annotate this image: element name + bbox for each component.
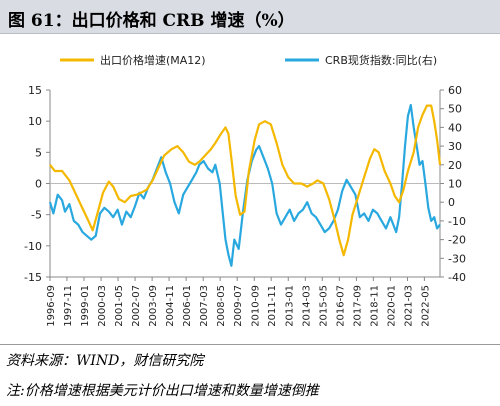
x-tick-label: 2022-05 bbox=[420, 285, 431, 327]
x-tick-label: 2004-11 bbox=[165, 285, 176, 327]
y-right-tick-label: -40 bbox=[448, 271, 466, 284]
series-line-crb bbox=[48, 103, 441, 267]
x-tick-label: 2014-03 bbox=[301, 285, 312, 327]
x-tick-label: 2001-05 bbox=[114, 285, 125, 327]
x-tick-label: 2009-07 bbox=[233, 285, 244, 327]
x-tick-label: 2010-09 bbox=[250, 285, 261, 327]
y-right-tick-label: -10 bbox=[448, 215, 466, 228]
y-left-tick-label: 15 bbox=[28, 84, 42, 97]
y-right-tick-label: -30 bbox=[448, 252, 466, 265]
y-right-tick-label: 40 bbox=[448, 121, 462, 134]
y-right-tick-label: 20 bbox=[448, 159, 462, 172]
y-left-tick-label: -15 bbox=[24, 271, 42, 284]
x-tick-label: 2000-03 bbox=[97, 285, 108, 327]
x-tick-label: 1996-09 bbox=[46, 285, 57, 327]
remark-note: 注:价格增速根据美元计价出口增速和数量增速倒推 bbox=[6, 383, 319, 399]
y-right-tick-label: 10 bbox=[448, 178, 462, 191]
y-left-tick-label: -10 bbox=[24, 240, 42, 253]
series-line-export-price bbox=[49, 104, 442, 257]
legend-label: CRB现货指数:同比(右) bbox=[325, 53, 437, 67]
figure-title: 图 61：出口价格和 CRB 增速（%） bbox=[8, 11, 295, 31]
y-right-tick-label: 30 bbox=[448, 140, 462, 153]
x-tick-label: 1999-01 bbox=[80, 285, 91, 327]
x-tick-label: 2016-07 bbox=[335, 285, 346, 327]
source-note: 资料来源：WIND，财信研究院 bbox=[6, 353, 204, 369]
x-tick-label: 2008-05 bbox=[216, 285, 227, 327]
y-right-tick-label: 60 bbox=[448, 84, 462, 97]
y-left-tick-label: 10 bbox=[28, 115, 42, 128]
x-tick-label: 2021-03 bbox=[403, 285, 414, 327]
y-left-tick-label: -5 bbox=[31, 209, 42, 222]
divider bbox=[0, 344, 500, 345]
x-tick-label: 2007-03 bbox=[199, 285, 210, 327]
y-left-tick-label: 0 bbox=[35, 178, 42, 191]
y-right-tick-label: 50 bbox=[448, 103, 462, 116]
x-tick-label: 2017-09 bbox=[352, 285, 363, 327]
figure-title-bar: 图 61：出口价格和 CRB 增速（%） bbox=[0, 0, 500, 34]
x-tick-label: 2020-01 bbox=[386, 285, 397, 327]
y-right-tick-label: 0 bbox=[448, 196, 455, 209]
x-tick-label: 2013-01 bbox=[284, 285, 295, 327]
x-tick-label: 2018-11 bbox=[369, 285, 380, 327]
y-left-tick-label: 5 bbox=[35, 146, 42, 159]
x-tick-label: 2006-01 bbox=[182, 285, 193, 327]
x-tick-label: 2011-11 bbox=[267, 285, 278, 327]
x-tick-label: 2002-07 bbox=[131, 285, 142, 327]
x-tick-label: 2003-09 bbox=[148, 285, 159, 327]
x-tick-label: 2015-05 bbox=[318, 285, 329, 327]
line-chart: 出口价格增速(MA12) CRB现货指数:同比(右)151050-5-10-156… bbox=[24, 53, 466, 327]
legend-label: 出口价格增速(MA12) bbox=[100, 53, 206, 67]
x-tick-label: 1997-11 bbox=[63, 285, 74, 327]
y-right-tick-label: -20 bbox=[448, 234, 466, 247]
